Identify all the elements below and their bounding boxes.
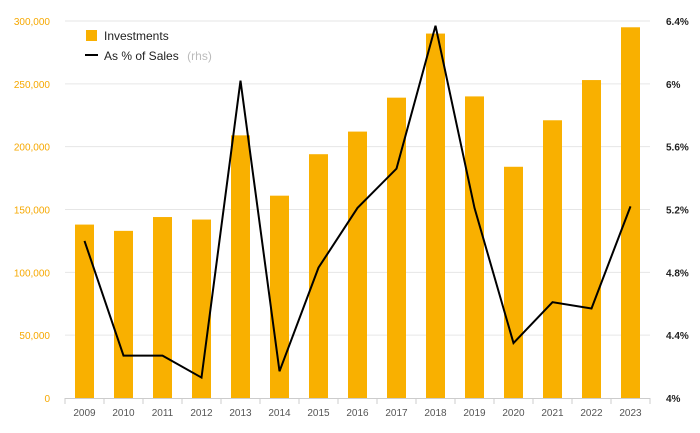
x-tick-label: 2022 xyxy=(580,408,603,419)
x-tick-label: 2019 xyxy=(463,408,486,419)
bar-2011 xyxy=(153,217,172,398)
x-tick-label: 2013 xyxy=(229,408,252,419)
left-tick-label: 100,000 xyxy=(14,268,51,279)
x-tick-label: 2014 xyxy=(268,408,291,419)
x-tick-label: 2015 xyxy=(307,408,330,419)
x-tick-label: 2016 xyxy=(346,408,369,419)
x-tick-label: 2018 xyxy=(424,408,447,419)
legend-label-sales-note: (rhs) xyxy=(187,49,212,63)
left-tick-label: 300,000 xyxy=(14,17,51,28)
legend-label-sales-name: As % of Sales xyxy=(104,49,179,63)
left-tick-label: 50,000 xyxy=(19,331,50,342)
left-tick-label: 200,000 xyxy=(14,143,51,154)
x-tick-label: 2023 xyxy=(619,408,642,419)
bar-2019 xyxy=(465,96,484,399)
bar-2014 xyxy=(270,195,289,398)
x-tick-label: 2021 xyxy=(541,408,564,419)
right-tick-label: 4.4% xyxy=(666,331,689,342)
bar-2016 xyxy=(348,131,367,398)
bar-2021 xyxy=(543,120,562,398)
bar-2009 xyxy=(75,224,94,398)
left-tick-label: 0 xyxy=(44,394,50,405)
right-tick-label: 4.8% xyxy=(666,268,689,279)
left-axis: 0 50,000 100,000 150,000 200,000 250,000 300,0… xyxy=(14,17,51,405)
right-axis: 4% 4.4% 4.8% 5.2% 5.6% 6% 6.4% xyxy=(666,17,689,405)
legend-label-sales: As % of Sales (rhs) xyxy=(104,47,212,64)
bar-2013 xyxy=(231,135,250,398)
sales-percent-line xyxy=(83,25,632,380)
bar-2015 xyxy=(309,154,328,398)
left-tick-label: 150,000 xyxy=(14,206,51,217)
right-tick-label: 4% xyxy=(666,394,681,405)
bar-2022 xyxy=(582,80,601,399)
x-tick-label: 2020 xyxy=(502,408,525,419)
bar-2023 xyxy=(621,27,640,399)
x-axis: 2009 2010 2011 2012 2013 2014 2015 2016 2017 2018… xyxy=(64,398,651,419)
bar-2020 xyxy=(504,166,523,398)
right-tick-label: 6.4% xyxy=(666,17,689,28)
legend-swatch-investments xyxy=(86,30,97,41)
x-tick-label: 2010 xyxy=(112,408,135,419)
right-tick-label: 6% xyxy=(666,80,681,91)
left-tick-label: 250,000 xyxy=(14,80,51,91)
investments-bars xyxy=(75,27,640,399)
right-tick-label: 5.6% xyxy=(666,143,689,154)
bar-2012 xyxy=(192,219,211,398)
x-tick-label: 2017 xyxy=(385,408,408,419)
legend: Investments As % of Sales (rhs) xyxy=(85,29,212,64)
bar-2018 xyxy=(426,33,445,399)
x-tick-label: 2011 xyxy=(152,408,174,419)
legend-label-investments: Investments xyxy=(104,29,169,43)
bar-2010 xyxy=(114,230,133,398)
x-tick-label: 2012 xyxy=(190,408,213,419)
x-tick-label: 2009 xyxy=(73,408,96,419)
right-tick-label: 5.2% xyxy=(666,206,689,217)
